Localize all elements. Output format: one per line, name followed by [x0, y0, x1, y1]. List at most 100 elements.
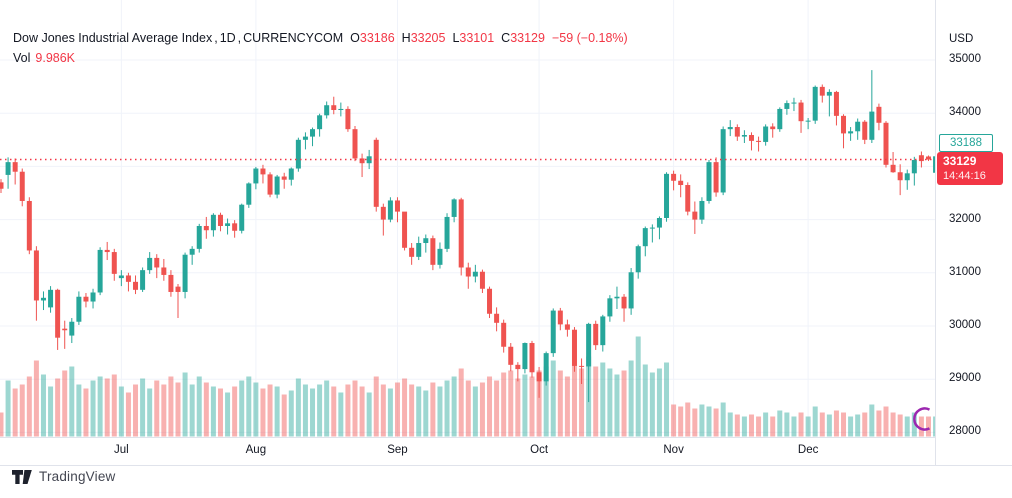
candle-body	[656, 218, 662, 228]
candle-body	[210, 214, 216, 231]
candle-body	[784, 103, 790, 109]
price-axis[interactable]: USD 35000 34000 32000 31000 30000 29000 28000 …	[935, 0, 1012, 465]
low-letter: L	[452, 31, 460, 45]
month-tick-label: Oct	[530, 444, 549, 456]
high-value: 33205	[410, 31, 446, 45]
volume-bar	[387, 388, 393, 437]
volume-bar	[225, 392, 231, 437]
time-axis[interactable]: Jul Aug Sep Oct Nov Dec	[0, 437, 1012, 466]
candle-body	[777, 108, 783, 130]
volume-bar	[345, 384, 351, 437]
volume-bar	[69, 366, 75, 437]
candle-body	[373, 139, 379, 207]
legend-separator: ,	[214, 31, 218, 45]
price-tick-label: 31000	[949, 265, 981, 278]
volume-bar	[295, 378, 301, 437]
candle-body	[557, 310, 563, 325]
candle-body	[295, 139, 301, 169]
month-tick-label: Jul	[114, 444, 129, 456]
candle-body	[444, 216, 450, 249]
highlight-circle-marker	[913, 407, 931, 431]
volume-bar	[239, 380, 245, 437]
volume-bar	[451, 376, 457, 437]
volume-bar	[203, 382, 209, 437]
volume-bar	[784, 412, 790, 437]
open-value: 33186	[359, 31, 395, 45]
volume-bar	[487, 376, 493, 437]
tradingview-branding[interactable]: TradingView	[12, 469, 116, 484]
candle-body	[465, 267, 471, 277]
price-tick-label: 30000	[949, 319, 981, 331]
candle-body	[904, 173, 910, 181]
candle-body	[175, 286, 181, 292]
volume-bar	[76, 384, 82, 437]
symbol-title[interactable]: Dow Jones Industrial Average Index	[13, 31, 213, 45]
volume-bar	[458, 368, 464, 437]
candle-body	[281, 176, 287, 180]
volume-bar	[904, 416, 910, 437]
volume-bar	[770, 416, 776, 437]
candle-body	[621, 296, 627, 309]
volume-bar	[380, 384, 386, 437]
candle-body	[855, 121, 861, 132]
volume-bar	[685, 402, 691, 437]
candle-body	[253, 168, 259, 184]
volume-bar	[373, 376, 379, 437]
legend-separator2: ,	[237, 31, 242, 45]
interval-label[interactable]: 1D	[219, 31, 236, 45]
candle-body	[338, 108, 344, 111]
candle-body	[40, 297, 46, 301]
volume-bar	[62, 370, 68, 437]
exchange-label[interactable]: CURRENCYCOM	[243, 31, 344, 45]
candle-body	[494, 313, 500, 323]
candle-body	[458, 199, 464, 268]
volume-bar	[593, 366, 599, 437]
candle-body	[12, 162, 18, 172]
volume-bar	[855, 414, 861, 437]
volume-bar	[841, 412, 847, 437]
candle-body	[217, 214, 223, 226]
candle-body	[543, 353, 549, 382]
tradingview-logo-icon	[12, 469, 32, 484]
volume-bar	[97, 376, 103, 437]
candle-body	[515, 364, 521, 370]
candle-body	[147, 257, 153, 271]
candle-body	[246, 183, 252, 205]
candle-body	[359, 158, 365, 164]
volume-bar	[437, 386, 443, 437]
candle-body	[104, 249, 110, 253]
volume-bar	[33, 360, 39, 437]
candle-body	[720, 129, 726, 193]
volume-bar	[338, 392, 344, 437]
candle-body	[345, 108, 351, 130]
candle-body	[741, 135, 747, 137]
candle-body	[232, 223, 238, 231]
candle-body	[756, 140, 762, 142]
candle-body	[26, 200, 32, 251]
counter-price-badge: 33188	[939, 134, 993, 152]
candle-body	[352, 129, 358, 159]
candle-body	[529, 343, 535, 373]
volume-bar	[402, 378, 408, 437]
volume-bar	[833, 410, 839, 437]
volume-bar	[826, 414, 832, 437]
candle-body	[706, 162, 712, 201]
volume-bar	[125, 392, 131, 437]
price-tick-label: 35000	[949, 53, 981, 65]
volume-bar	[692, 408, 698, 437]
volume-bar	[805, 416, 811, 437]
candle-body	[274, 176, 280, 195]
volume-bar	[232, 386, 238, 437]
chart-canvas[interactable]	[0, 0, 936, 437]
volume-bar	[26, 376, 32, 437]
candle-body	[692, 211, 698, 220]
volume-bar	[741, 416, 747, 437]
candle-body	[380, 206, 386, 220]
volume-bar	[862, 412, 868, 437]
candle-body	[225, 223, 231, 226]
volume-bar	[756, 416, 762, 437]
volume-bar	[656, 368, 662, 437]
volume-label[interactable]: Vol	[13, 51, 31, 65]
candle-body	[196, 225, 202, 249]
volume-bar	[0, 412, 4, 437]
